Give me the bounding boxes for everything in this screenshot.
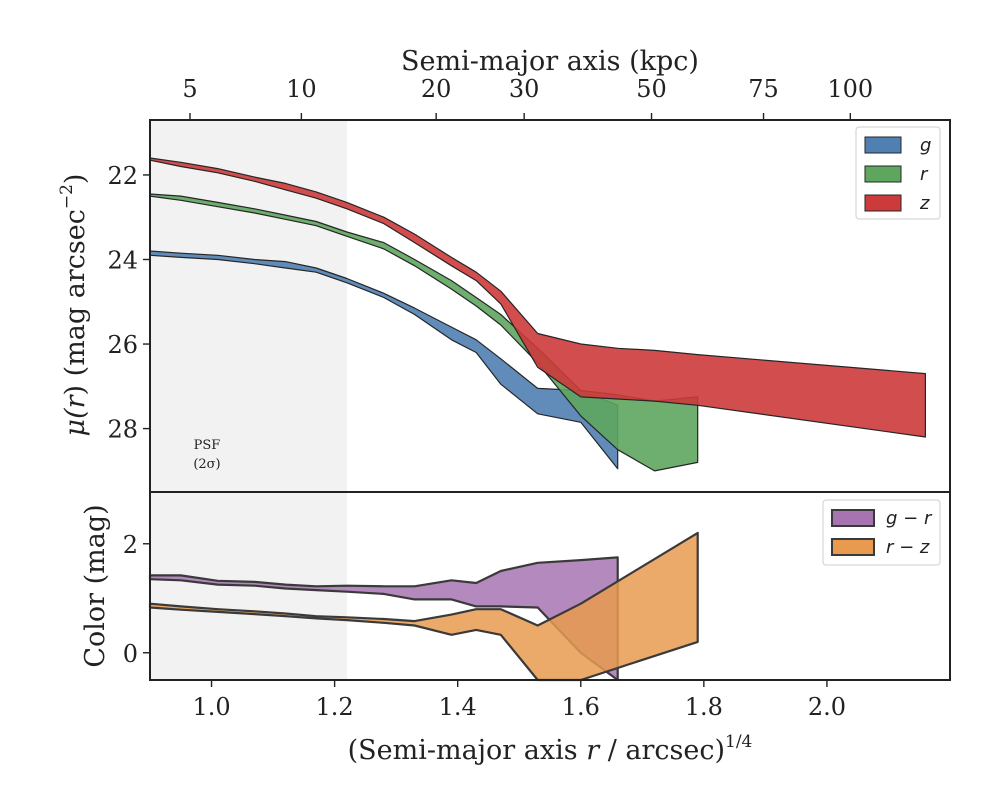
x-tick-label: 1.8	[685, 693, 723, 721]
x-tick-label: 1.2	[316, 693, 354, 721]
kpc-tick-label: 50	[636, 75, 667, 103]
x-tick-label: 1.0	[192, 693, 230, 721]
psf-annotation-line2: (2σ)	[193, 457, 220, 472]
legend-label-color-0: g − r	[886, 508, 933, 529]
kpc-tick-label: 75	[748, 75, 779, 103]
bottom-panel-frame	[149, 491, 951, 681]
y-tick-label: 28	[107, 416, 138, 444]
legend-label-z: z	[919, 193, 930, 214]
kpc-tick-label: 30	[509, 75, 540, 103]
color-y-tick-label: 0	[123, 640, 138, 668]
bottom-panel-legend: g − r r − z	[822, 499, 941, 566]
psf-annotation-line1: PSF	[194, 438, 221, 453]
band-r	[149, 193, 699, 472]
color-y-tick-label: 2	[123, 531, 138, 559]
band-z	[149, 157, 927, 438]
psf-region-top	[150, 120, 347, 492]
legend-label-r: r	[920, 164, 929, 185]
y-tick-label: 24	[107, 247, 138, 275]
legend-label-color-1: r − z	[886, 537, 930, 558]
band-g	[149, 250, 619, 470]
top-panel-y-ticks: 22 24 26 28	[107, 162, 150, 444]
bottom-panel-y-ticks: 02	[123, 531, 150, 668]
legend-swatch-g	[864, 136, 902, 154]
legend-swatch-z	[864, 194, 902, 212]
band-rz	[148, 531, 699, 682]
legend-label-g: g	[920, 135, 931, 156]
y-tick-label: 26	[107, 331, 138, 359]
bottom-panel-y-label: Color (mag)	[80, 504, 111, 667]
legend-swatch-r	[864, 165, 902, 183]
y-tick-label: 22	[107, 162, 138, 190]
kpc-tick-label: 20	[421, 75, 452, 103]
top-panel-y-label: μ(r) (mag arcsec−2)	[57, 174, 91, 437]
legend-swatch-color-0	[831, 509, 875, 527]
top-axis-kpc-ticks: 5 10 20 30 50 75 100	[182, 75, 873, 120]
legend-swatch-color-1	[831, 538, 875, 556]
bottom-panel-x-ticks: 1.0 1.2 1.4 1.6 1.8 2.0	[192, 680, 846, 721]
surface-brightness-bands	[149, 157, 927, 472]
kpc-tick-label: 10	[286, 75, 317, 103]
top-panel-legend: grz	[855, 126, 941, 220]
x-tick-label: 2.0	[808, 693, 846, 721]
x-axis-label: (Semi-major axis r / arcsec)1/4	[348, 732, 753, 766]
kpc-tick-label: 100	[827, 75, 873, 103]
x-tick-label: 1.4	[439, 693, 477, 721]
top-axis-label: Semi-major axis (kpc)	[401, 46, 699, 77]
x-tick-label: 1.6	[562, 693, 600, 721]
kpc-tick-label: 5	[182, 75, 197, 103]
